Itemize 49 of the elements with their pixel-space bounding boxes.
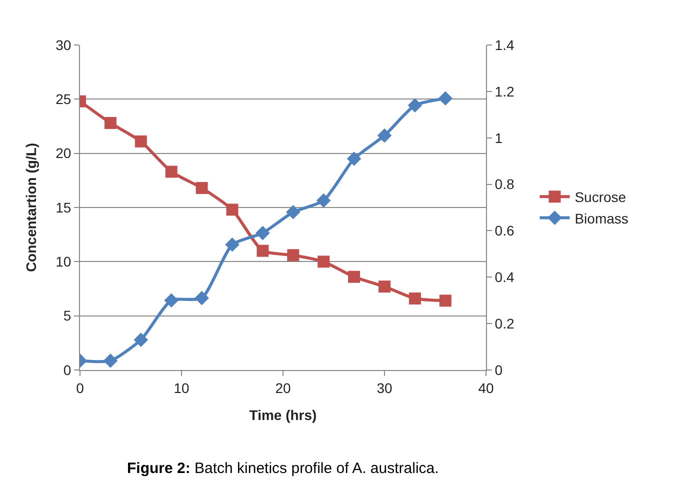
point: [287, 249, 300, 262]
y-tick-label: 25: [56, 91, 72, 108]
legend-label: Biomass: [574, 210, 628, 226]
point: [318, 256, 330, 268]
point: [286, 204, 300, 220]
point: [256, 244, 269, 257]
point: [408, 98, 422, 113]
point: [134, 332, 148, 347]
point: [316, 193, 331, 208]
y-tick-label: 15: [56, 199, 72, 216]
y-tick-label: 0: [63, 362, 72, 378]
y-tick-label: 5: [63, 308, 72, 324]
x-tick-label: 40: [478, 380, 494, 396]
point: [346, 152, 362, 166]
y-axis-title: Concentartion (g/L): [23, 142, 40, 272]
y2-tick-label: 1: [494, 130, 503, 146]
y2-tick-label: 0.6: [494, 222, 514, 239]
point: [194, 290, 209, 306]
point: [377, 128, 392, 143]
y2-tick-label: 1.4: [494, 36, 514, 53]
point: [134, 135, 147, 148]
point: [164, 293, 178, 308]
y2-tick-label: 0.4: [494, 269, 514, 286]
point: [225, 237, 240, 252]
y2-tick-label: 0.2: [494, 315, 514, 332]
x-tick-label: 0: [76, 380, 84, 396]
point: [439, 294, 452, 307]
point: [165, 166, 178, 178]
point: [408, 292, 421, 304]
legend-label: Sucrose: [574, 189, 626, 206]
point: [438, 91, 453, 106]
point: [104, 117, 116, 129]
point: [196, 182, 208, 194]
y2-tick-label: 1.2: [494, 83, 514, 100]
caption: Figure 2: Batch kinetics profile of A. australica.: [127, 460, 439, 477]
point: [348, 270, 360, 283]
y2-tick-label: 0: [494, 362, 503, 378]
x-tick-label: 20: [275, 380, 291, 396]
y-tick-label: 30: [56, 36, 72, 53]
point: [103, 354, 118, 368]
x-axis-title: Time (hrs): [249, 407, 317, 424]
point: [226, 204, 238, 216]
x-tick-label: 30: [376, 380, 392, 396]
y2-tick-label: 0.8: [494, 176, 514, 192]
point: [378, 280, 390, 293]
y-tick-label: 20: [56, 145, 72, 162]
point: [256, 226, 270, 240]
x-tick-label: 10: [174, 380, 190, 396]
y-tick-label: 10: [56, 254, 72, 270]
